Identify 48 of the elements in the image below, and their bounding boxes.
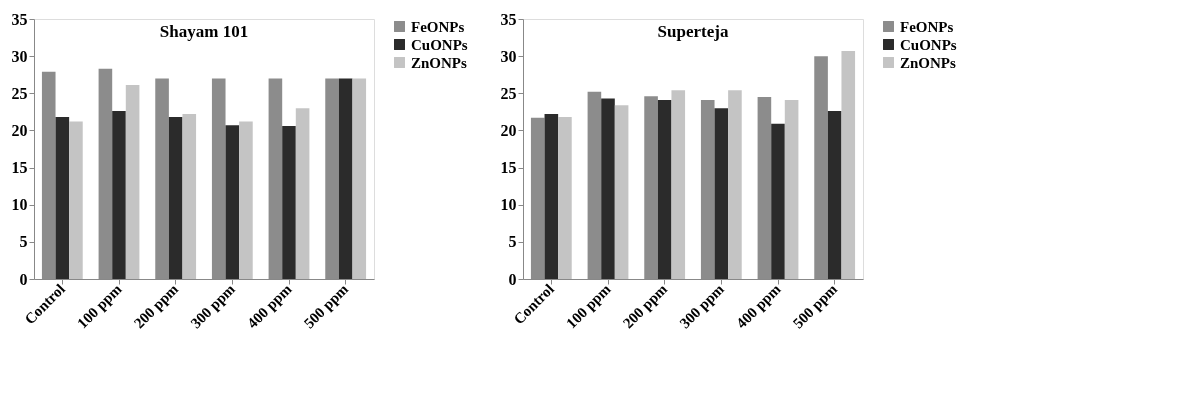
- bar: [352, 78, 367, 279]
- bar: [671, 90, 686, 279]
- bar: [841, 50, 856, 279]
- y-tick-label: 35: [500, 10, 517, 28]
- bar: [168, 117, 183, 279]
- y-tick-label: 0: [508, 270, 517, 288]
- y-tick-label: 10: [11, 196, 28, 214]
- bar: [125, 85, 140, 279]
- bar: [601, 98, 615, 279]
- legend-label: ZnONPs: [411, 54, 468, 71]
- chart-title: Shayam 101: [159, 22, 249, 41]
- bar: [225, 125, 240, 279]
- y-tick-label: 15: [500, 159, 517, 177]
- bar: [558, 117, 572, 279]
- legend-label: FeONPs: [411, 18, 465, 35]
- y-tick-label: 15: [11, 159, 28, 177]
- bar: [239, 121, 253, 279]
- bar: [714, 108, 729, 279]
- legend-label: FeONPs: [900, 18, 954, 35]
- y-tick-label: 5: [19, 233, 28, 251]
- y-tick-label: 0: [19, 270, 28, 288]
- bar: [112, 111, 126, 279]
- y-tick-label: 5: [508, 233, 517, 251]
- legend-label: CuONPs: [900, 36, 957, 53]
- chart-title: Superteja: [657, 22, 729, 41]
- bar: [544, 114, 559, 279]
- bar: [771, 123, 785, 279]
- y-tick-label: 20: [500, 121, 517, 139]
- y-tick-label: 35: [11, 10, 28, 28]
- bar: [282, 125, 296, 279]
- y-tick-label: 25: [11, 84, 28, 102]
- bar: [338, 78, 353, 279]
- y-tick-label: 30: [500, 47, 517, 65]
- bar: [55, 117, 70, 279]
- bar: [657, 99, 672, 279]
- y-tick-label: 10: [500, 196, 517, 214]
- bar: [182, 114, 197, 279]
- bar: [784, 99, 799, 279]
- bar: [728, 90, 742, 279]
- y-tick-label: 30: [11, 47, 28, 65]
- bar: [69, 121, 83, 279]
- legend-label: ZnONPs: [900, 54, 957, 71]
- y-tick-label: 25: [500, 84, 517, 102]
- bar: [614, 105, 629, 279]
- y-tick-label: 20: [11, 121, 28, 139]
- legend-label: CuONPs: [411, 36, 468, 53]
- bar: [827, 111, 842, 279]
- bar: [295, 108, 310, 279]
